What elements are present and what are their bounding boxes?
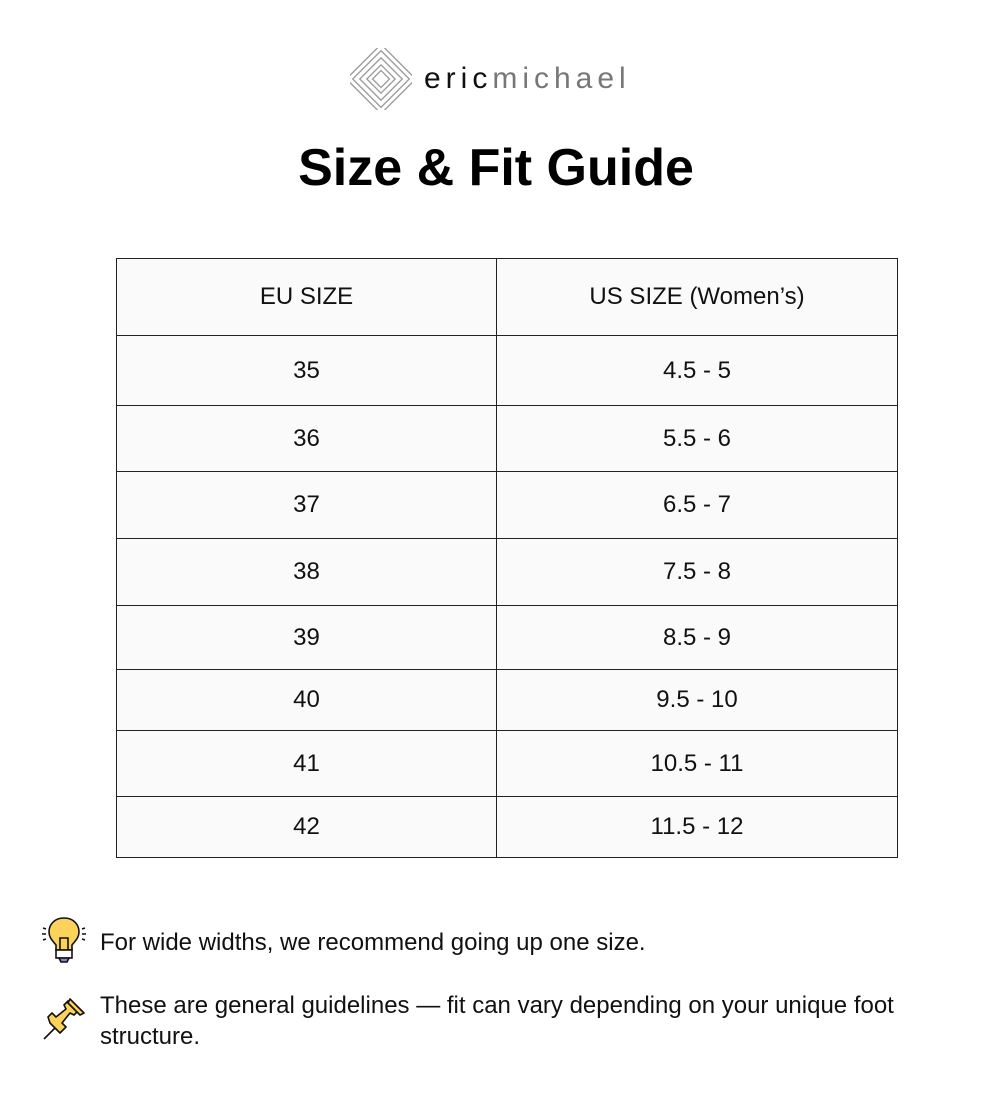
eu-cell: 39 xyxy=(116,605,497,670)
us-cell: 11.5 - 12 xyxy=(496,796,898,858)
table-row: 39 8.5 - 9 xyxy=(116,605,898,670)
brand-name: ericmichael xyxy=(424,62,631,96)
table-row: 40 9.5 - 10 xyxy=(116,669,898,731)
brand-logo: ericmichael xyxy=(350,48,631,110)
eu-cell: 41 xyxy=(116,730,497,797)
table-row: 37 6.5 - 7 xyxy=(116,471,898,539)
brand-name-part2: michael xyxy=(492,62,631,95)
us-cell: 10.5 - 11 xyxy=(496,730,898,797)
table-row: 41 10.5 - 11 xyxy=(116,730,898,797)
note-wide-widths: For wide widths, we recommend going up o… xyxy=(100,929,646,956)
us-cell: 9.5 - 10 xyxy=(496,669,898,731)
table-header-row: EU SIZE US SIZE (Women’s) xyxy=(116,258,898,336)
pushpin-icon xyxy=(43,998,85,1040)
us-cell: 8.5 - 9 xyxy=(496,605,898,670)
size-table: EU SIZE US SIZE (Women’s) 35 4.5 - 5 36 5.… xyxy=(116,258,898,858)
note-general-guidelines: These are general guidelines — fit can v… xyxy=(100,992,894,1050)
lightbulb-icon xyxy=(42,917,86,963)
header-eu-size: EU SIZE xyxy=(116,258,497,336)
eu-cell: 37 xyxy=(116,471,497,539)
eu-cell: 36 xyxy=(116,405,497,472)
table-row: 36 5.5 - 6 xyxy=(116,405,898,472)
eu-cell: 35 xyxy=(116,335,497,406)
table-row: 35 4.5 - 5 xyxy=(116,335,898,406)
eu-cell: 38 xyxy=(116,538,497,606)
us-cell: 4.5 - 5 xyxy=(496,335,898,406)
page-title: Size & Fit Guide xyxy=(298,139,694,197)
table-row: 38 7.5 - 8 xyxy=(116,538,898,606)
table-row: 42 11.5 - 12 xyxy=(116,796,898,858)
diamond-logo-icon xyxy=(350,48,412,110)
us-cell: 5.5 - 6 xyxy=(496,405,898,472)
eu-cell: 40 xyxy=(116,669,497,731)
header-us-size: US SIZE (Women’s) xyxy=(496,258,898,336)
eu-cell: 42 xyxy=(116,796,497,858)
brand-name-part1: eric xyxy=(424,62,493,95)
us-cell: 7.5 - 8 xyxy=(496,538,898,606)
us-cell: 6.5 - 7 xyxy=(496,471,898,539)
